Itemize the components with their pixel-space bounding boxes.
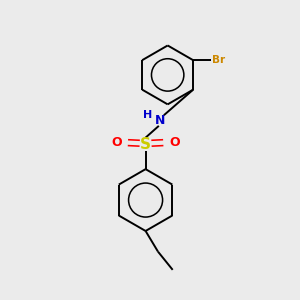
Text: O: O xyxy=(169,136,180,149)
Text: H: H xyxy=(143,110,153,120)
Text: N: N xyxy=(155,114,166,127)
Text: S: S xyxy=(140,136,151,152)
Text: O: O xyxy=(111,136,122,149)
Text: Br: Br xyxy=(212,55,225,65)
